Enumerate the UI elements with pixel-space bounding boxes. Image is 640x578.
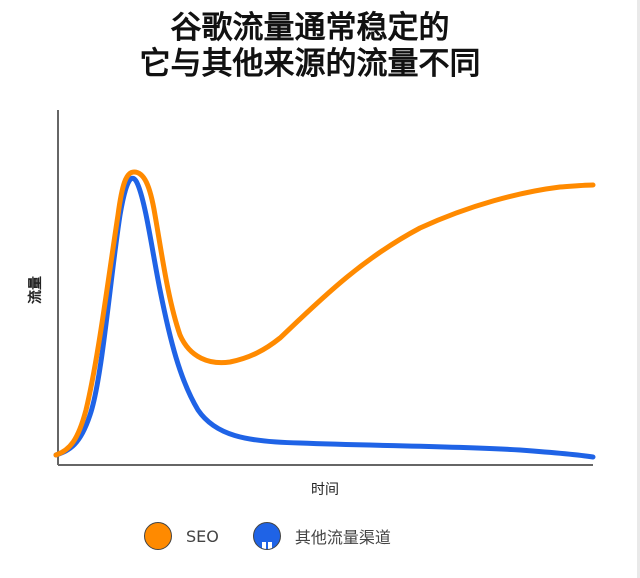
chart-title-line-2: 它与其他来源的流量不同 (139, 46, 481, 82)
window-edge (637, 0, 640, 578)
chart-title: 谷歌流量通常稳定的 它与其他来源的流量不同 (0, 10, 620, 82)
legend: SEO 其他流量渠道 (144, 522, 425, 550)
legend-item-other[interactable]: 其他流量渠道 (252, 522, 391, 550)
chart-title-line-1: 谷歌流量通常稳定的 (170, 10, 450, 46)
seo-swatch-icon (144, 522, 172, 550)
other-channels-swatch-icon (252, 522, 281, 550)
y-axis-label: 流量 (28, 276, 44, 304)
legend-label-seo: SEO (186, 526, 219, 546)
legend-label-other: 其他流量渠道 (294, 528, 391, 547)
x-axis-label: 时间 (311, 482, 339, 498)
series-seo-line (53, 169, 596, 458)
series-other-line (53, 175, 596, 460)
legend-item-seo[interactable]: SEO (144, 522, 219, 550)
